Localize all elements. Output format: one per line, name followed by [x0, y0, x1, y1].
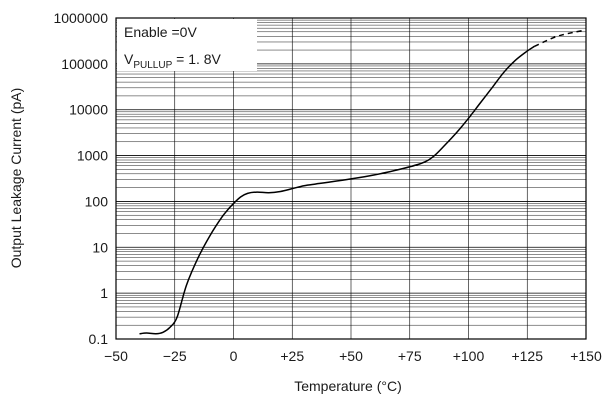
legend: Enable =0V VPULLUP = 1. 8V — [117, 19, 257, 71]
y-tick-label: 0.1 — [89, 331, 109, 347]
legend-pullup-subscript: PULLUP — [133, 60, 172, 71]
x-tick-label: +50 — [339, 348, 363, 364]
tick-labels: −50 −25 0 +25 +50 +75 +100 +125 +150 0.1 1 10 100 100… — [53, 10, 601, 364]
y-axis-title: Output Leakage Current (pA) — [8, 88, 24, 269]
leakage-curve-extrapolated — [533, 29, 587, 48]
legend-box — [117, 19, 257, 71]
y-tick-label: 10000 — [69, 102, 108, 118]
legend-line-vpullup: VPULLUP = 1. 8V — [124, 51, 222, 71]
x-tick-label: +25 — [280, 348, 304, 364]
x-tick-label: +125 — [511, 348, 543, 364]
x-tick-label: +75 — [398, 348, 422, 364]
legend-v-prefix: V — [124, 51, 134, 67]
y-tick-label: 1 — [100, 285, 108, 301]
x-axis-title: Temperature (°C) — [294, 378, 402, 394]
y-tick-label: 1000000 — [53, 10, 108, 26]
y-tick-label: 10 — [92, 239, 108, 255]
y-tick-label: 1000 — [77, 148, 108, 164]
data-series — [139, 29, 587, 335]
x-tick-label: 0 — [230, 348, 238, 364]
x-tick-label: −25 — [163, 348, 187, 364]
plot-frame — [115, 17, 587, 340]
y-tick-label: 100000 — [61, 56, 108, 72]
x-tick-label: +100 — [453, 348, 485, 364]
y-tick-label: 100 — [85, 193, 109, 209]
legend-value: = 1. 8V — [172, 51, 221, 67]
x-tick-label: −50 — [104, 348, 128, 364]
x-tick-label: +150 — [570, 348, 602, 364]
legend-line-enable: Enable =0V — [124, 24, 197, 40]
leakage-curve — [139, 45, 535, 335]
